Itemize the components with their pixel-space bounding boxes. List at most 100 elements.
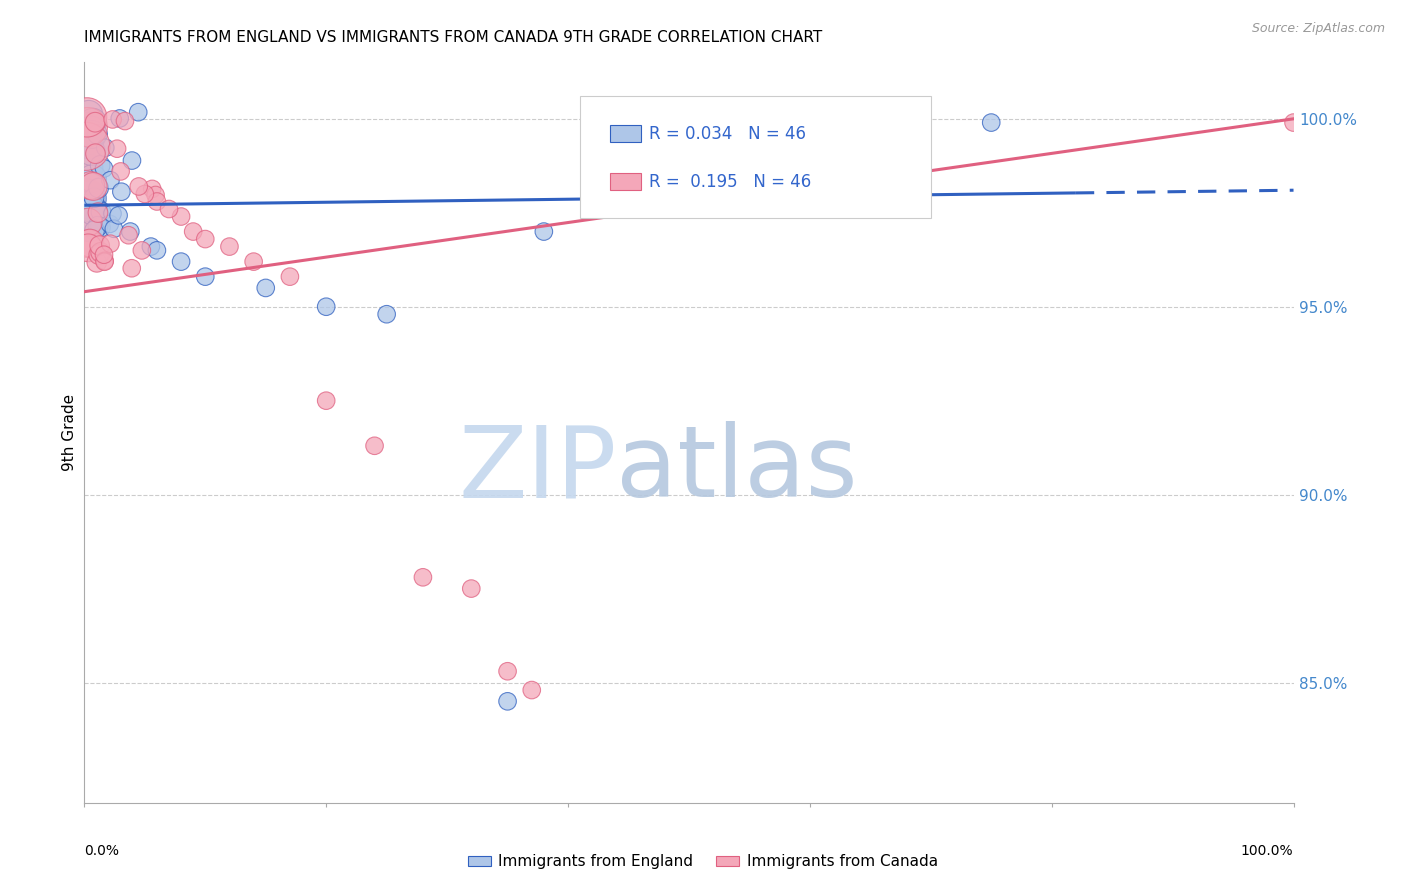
- Point: [87, 205, 110, 219]
- Point: [375, 307, 398, 321]
- Point: [89, 238, 111, 252]
- Point: [107, 208, 129, 222]
- Point: [77, 121, 100, 136]
- Point: [77, 161, 100, 175]
- Point: [101, 112, 124, 127]
- Point: [75, 139, 97, 153]
- Point: [77, 215, 100, 229]
- Point: [496, 665, 519, 679]
- Point: [82, 171, 104, 186]
- Point: [181, 225, 204, 239]
- Text: ZIP: ZIP: [458, 421, 616, 518]
- Point: [83, 223, 105, 237]
- Point: [114, 114, 136, 128]
- Point: [93, 254, 115, 268]
- Point: [146, 194, 169, 209]
- Point: [194, 232, 217, 246]
- Point: [533, 225, 555, 239]
- Point: [75, 128, 97, 143]
- Point: [218, 239, 240, 253]
- Point: [79, 236, 101, 251]
- Point: [77, 236, 100, 251]
- Text: IMMIGRANTS FROM ENGLAND VS IMMIGRANTS FROM CANADA 9TH GRADE CORRELATION CHART: IMMIGRANTS FROM ENGLAND VS IMMIGRANTS FR…: [84, 29, 823, 45]
- Point: [315, 393, 337, 408]
- FancyBboxPatch shape: [610, 126, 641, 142]
- Point: [242, 254, 264, 268]
- Point: [131, 244, 153, 258]
- Point: [315, 300, 337, 314]
- Text: 100.0%: 100.0%: [1241, 844, 1294, 857]
- Point: [110, 185, 132, 199]
- Point: [80, 178, 103, 193]
- Point: [89, 158, 111, 172]
- Point: [77, 241, 100, 255]
- Point: [520, 683, 543, 698]
- Point: [79, 201, 101, 215]
- Point: [82, 128, 104, 142]
- Point: [363, 439, 385, 453]
- Point: [460, 582, 482, 596]
- Point: [120, 225, 142, 239]
- Point: [80, 145, 103, 159]
- Text: 0.0%: 0.0%: [84, 844, 120, 857]
- Point: [117, 228, 139, 243]
- Point: [84, 146, 107, 161]
- Point: [87, 219, 110, 234]
- Text: atlas: atlas: [616, 421, 858, 518]
- Point: [83, 191, 105, 205]
- Point: [76, 204, 98, 219]
- Point: [170, 254, 193, 268]
- Point: [77, 220, 100, 235]
- Point: [80, 123, 103, 137]
- Text: R = 0.034   N = 46: R = 0.034 N = 46: [650, 125, 806, 143]
- FancyBboxPatch shape: [581, 95, 931, 218]
- Point: [127, 105, 149, 120]
- Point: [100, 173, 122, 187]
- Text: R =  0.195   N = 46: R = 0.195 N = 46: [650, 173, 811, 191]
- Point: [82, 204, 104, 219]
- Point: [980, 115, 1002, 129]
- Point: [98, 217, 121, 231]
- Point: [93, 253, 115, 268]
- Point: [139, 239, 162, 253]
- Point: [79, 138, 101, 153]
- Text: Source: ZipAtlas.com: Source: ZipAtlas.com: [1251, 22, 1385, 36]
- Point: [157, 202, 180, 216]
- Point: [108, 112, 131, 126]
- Point: [76, 192, 98, 206]
- Point: [254, 281, 277, 295]
- Point: [82, 179, 104, 194]
- Point: [86, 128, 108, 142]
- Point: [121, 261, 143, 276]
- Point: [76, 120, 98, 135]
- Point: [93, 248, 115, 262]
- Point: [278, 269, 301, 284]
- Point: [77, 119, 100, 133]
- FancyBboxPatch shape: [610, 173, 641, 190]
- Point: [82, 115, 104, 129]
- Point: [100, 236, 122, 251]
- Y-axis label: 9th Grade: 9th Grade: [62, 394, 77, 471]
- Point: [103, 221, 125, 235]
- Point: [89, 220, 111, 235]
- Point: [93, 161, 115, 176]
- Point: [121, 153, 143, 168]
- Point: [87, 181, 110, 195]
- Point: [145, 188, 167, 202]
- Point: [194, 269, 217, 284]
- Point: [90, 245, 112, 260]
- Point: [90, 204, 112, 219]
- Point: [105, 142, 128, 156]
- Point: [496, 694, 519, 708]
- Point: [412, 570, 434, 584]
- Point: [77, 107, 100, 121]
- Point: [101, 206, 124, 220]
- Point: [110, 164, 132, 178]
- Point: [76, 111, 98, 125]
- Point: [134, 186, 156, 201]
- Point: [86, 255, 108, 269]
- Point: [146, 244, 169, 258]
- Point: [141, 182, 163, 196]
- Point: [87, 247, 110, 261]
- Point: [1282, 115, 1305, 129]
